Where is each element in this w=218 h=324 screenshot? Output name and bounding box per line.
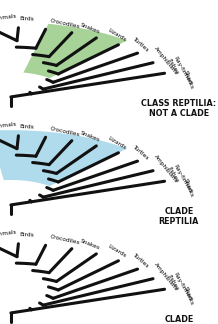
Text: Snakes: Snakes bbox=[79, 130, 100, 142]
Text: Birds: Birds bbox=[19, 16, 34, 22]
Text: Snakes: Snakes bbox=[79, 238, 100, 250]
Polygon shape bbox=[23, 24, 127, 78]
Text: Lizards: Lizards bbox=[106, 244, 127, 259]
Text: CLASS REPTILIA:
NOT A CLADE: CLASS REPTILIA: NOT A CLADE bbox=[141, 99, 216, 118]
Text: Birds: Birds bbox=[19, 124, 34, 130]
Text: Ray-finned
fishes: Ray-finned fishes bbox=[167, 164, 192, 196]
Text: Amphibians: Amphibians bbox=[152, 46, 178, 75]
Text: Sharks: Sharks bbox=[183, 69, 194, 90]
Text: Sharks: Sharks bbox=[183, 177, 194, 198]
Text: Mammals: Mammals bbox=[0, 121, 17, 130]
Text: Crocodiles: Crocodiles bbox=[50, 126, 81, 137]
Polygon shape bbox=[17, 238, 19, 261]
Text: Sharks: Sharks bbox=[183, 285, 194, 306]
Text: Crocodiles: Crocodiles bbox=[50, 18, 81, 29]
Text: CLADE
AVES: CLADE AVES bbox=[164, 315, 193, 324]
Text: Turtles: Turtles bbox=[131, 36, 149, 52]
Text: Amphibians: Amphibians bbox=[152, 154, 178, 184]
Text: Crocodiles: Crocodiles bbox=[50, 234, 81, 245]
Text: Mammals: Mammals bbox=[0, 13, 17, 21]
Text: Birds: Birds bbox=[19, 232, 34, 238]
Polygon shape bbox=[0, 130, 127, 186]
Text: Mammals: Mammals bbox=[0, 229, 17, 237]
Text: Amphibians: Amphibians bbox=[152, 262, 178, 292]
Text: CLADE
REPTILIA: CLADE REPTILIA bbox=[158, 207, 199, 226]
Text: Turtles: Turtles bbox=[131, 252, 149, 269]
Text: Turtles: Turtles bbox=[131, 144, 149, 160]
Text: Ray-finned
fishes: Ray-finned fishes bbox=[167, 272, 192, 304]
Text: Lizards: Lizards bbox=[106, 136, 127, 151]
Text: Lizards: Lizards bbox=[106, 28, 127, 43]
Text: Ray-finned
fishes: Ray-finned fishes bbox=[167, 55, 192, 88]
Text: Snakes: Snakes bbox=[79, 22, 100, 34]
